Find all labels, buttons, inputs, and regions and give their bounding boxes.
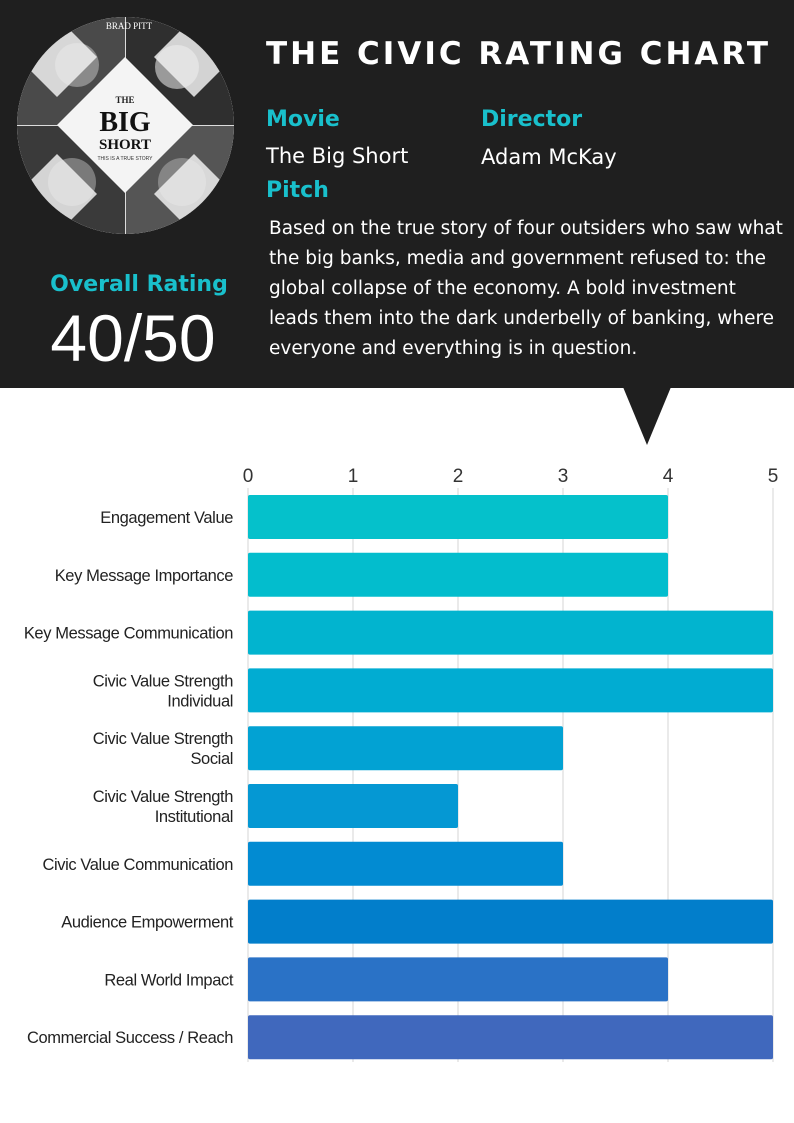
poster-title-line3: SHORT (99, 137, 151, 153)
movie-label: Movie (266, 107, 340, 132)
category-label: Key Message Communication (24, 625, 233, 643)
overall-rating-value: 40/50 (50, 301, 216, 375)
x-tick-label: 0 (243, 466, 254, 487)
movie-name: The Big Short (266, 144, 409, 168)
category-label: Real World Impact (104, 971, 233, 989)
bar (248, 552, 668, 597)
category-label: Civic Value Communication (42, 856, 233, 874)
pitch-label: Pitch (266, 178, 329, 203)
bar (248, 726, 563, 771)
director-label: Director (481, 107, 583, 132)
bar (248, 610, 773, 655)
bar (248, 784, 458, 828)
bar (248, 841, 563, 886)
category-label: Civic Value Strength Institutional (93, 788, 233, 826)
category-label: Key Message Importance (55, 567, 234, 585)
category-label: Commercial Success / Reach (27, 1029, 233, 1047)
x-tick-label: 3 (558, 466, 569, 487)
movie-poster: BRAD PITT THE BIG SHORT THIS IS A TRUE S… (17, 17, 234, 234)
bar (248, 899, 773, 944)
bar (248, 957, 668, 1002)
bar (248, 495, 668, 539)
director-name: Adam McKay (481, 145, 617, 169)
overall-rating-label: Overall Rating (50, 272, 228, 297)
poster-top-text: BRAD PITT (106, 21, 153, 31)
category-label: Engagement Value (100, 509, 233, 527)
pitch-text: Based on the true story of four outsider… (269, 218, 783, 359)
x-tick-label: 2 (453, 466, 464, 487)
rating-bar-chart: 0 1 2 3 4 5 Engagement Value Key Message Import… (24, 466, 779, 1062)
category-label: Civic Value Strength Social (93, 730, 233, 768)
bar (248, 1015, 773, 1060)
x-tick-label: 5 (768, 466, 779, 487)
category-label: Audience Empowerment (61, 914, 234, 932)
x-tick-label: 4 (663, 466, 674, 487)
category-label: Civic Value Strength Individual (93, 672, 233, 710)
speech-pointer (623, 387, 671, 445)
x-tick-label: 1 (348, 466, 359, 487)
page-title: THE CIVIC RATING CHART (266, 36, 772, 72)
poster-title-line1: THE (115, 95, 134, 105)
bar (248, 668, 773, 713)
poster-tagline: THIS IS A TRUE STORY (97, 156, 153, 162)
poster-title-line2: BIG (99, 107, 151, 138)
